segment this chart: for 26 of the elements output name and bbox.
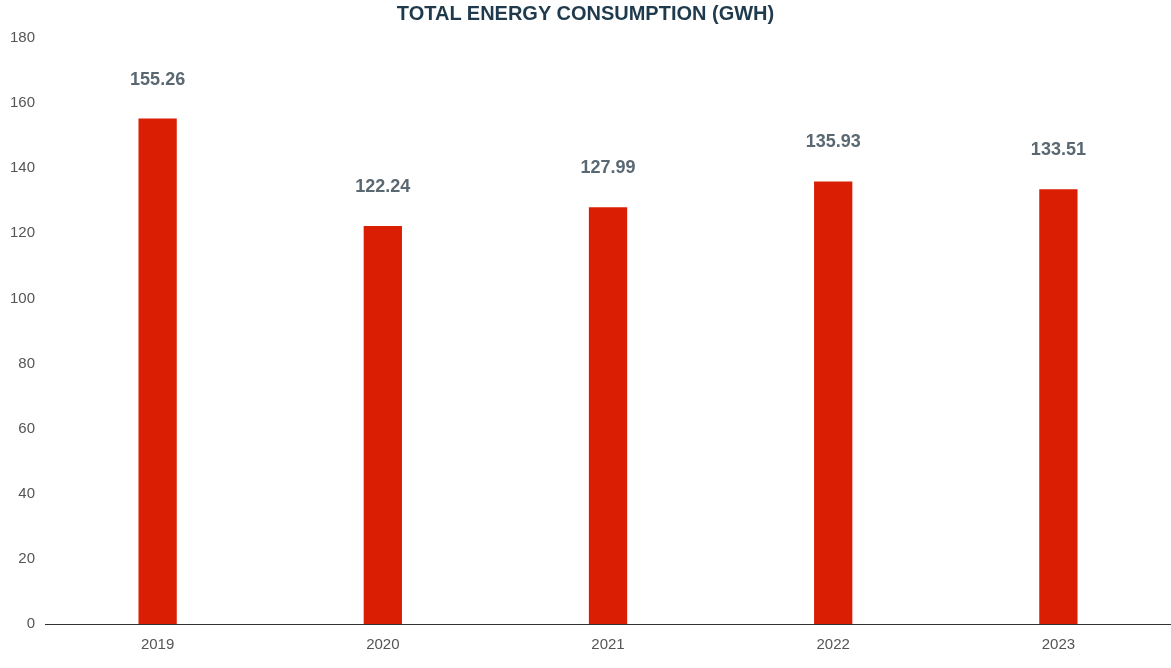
x-tick-label: 2022 [816, 635, 850, 653]
bar [1039, 189, 1078, 624]
data-label: 135.93 [805, 131, 861, 152]
data-label: 133.51 [1030, 139, 1086, 160]
y-tick-label: 100 [10, 288, 36, 306]
y-tick-label: 40 [18, 483, 36, 501]
y-tick-label: 80 [18, 353, 36, 371]
x-tick-label: 2021 [591, 635, 625, 653]
bar [363, 226, 402, 624]
x-tick-label: 2020 [366, 635, 400, 653]
y-tick-label: 120 [10, 223, 36, 241]
y-tick-label: 60 [18, 418, 36, 436]
data-label: 122.24 [355, 176, 411, 197]
y-tick-label: 140 [10, 158, 36, 176]
bar [138, 118, 177, 624]
y-tick-label: 20 [18, 549, 36, 567]
y-tick-label: 180 [10, 28, 36, 46]
y-tick-label: 160 [10, 93, 36, 111]
data-label: 155.26 [130, 68, 186, 89]
bar [588, 207, 628, 624]
y-tick-label: 0 [26, 614, 36, 632]
chart-title: TOTAL ENERGY CONSUMPTION (GWH) [396, 1, 775, 24]
bar [814, 181, 853, 624]
data-label: 127.99 [580, 157, 636, 178]
x-tick-label: 2023 [1041, 635, 1076, 653]
x-tick-label: 2019 [140, 635, 175, 653]
